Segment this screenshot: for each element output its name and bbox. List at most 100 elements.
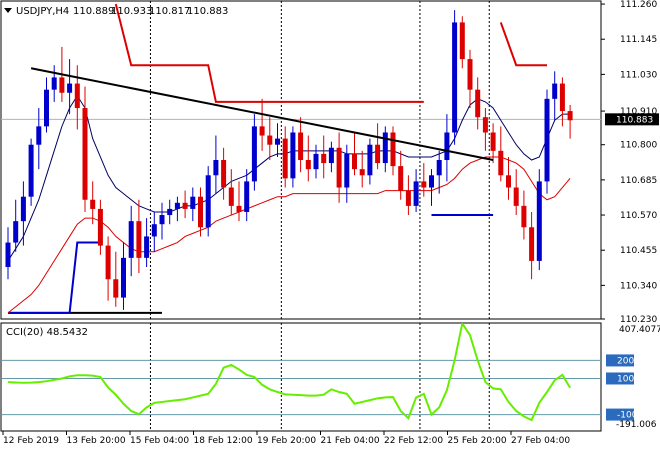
candle <box>236 181 242 222</box>
x-tick-label: 15 Feb 04:00 <box>130 436 189 446</box>
candle-body <box>452 22 458 133</box>
candle-body <box>121 257 126 298</box>
candle <box>290 126 296 188</box>
candle <box>67 59 73 115</box>
close-value: 110.883 <box>187 6 228 17</box>
candle-body <box>367 144 373 176</box>
candle <box>328 141 334 173</box>
candle-body <box>413 181 419 206</box>
collapse-triangle-icon[interactable] <box>4 8 12 13</box>
candle-body <box>513 187 519 206</box>
candle <box>251 114 257 191</box>
candle-body <box>128 221 134 258</box>
candle-body <box>67 83 73 93</box>
candle <box>159 202 165 240</box>
candle-body <box>459 22 465 60</box>
candle <box>44 77 49 133</box>
candle-body <box>444 132 450 160</box>
candle <box>513 169 519 216</box>
candle <box>405 175 411 216</box>
y-tick-label: 110.340 <box>620 281 657 291</box>
candle-body <box>213 160 219 176</box>
candle <box>475 77 481 130</box>
candle-body <box>506 175 511 188</box>
candle-body <box>82 108 88 200</box>
candle-body <box>20 196 26 222</box>
candle-body <box>336 147 342 188</box>
x-tick-label: 12 Feb 2019 <box>3 436 59 446</box>
y-tick-label: 111.030 <box>620 70 657 80</box>
x-tick-label: 21 Feb 04:00 <box>321 436 380 446</box>
y-tick-label: 110.685 <box>620 176 657 186</box>
candle <box>151 211 157 252</box>
candle <box>552 71 558 121</box>
candle <box>244 169 250 222</box>
candle <box>544 89 550 194</box>
x-tick-label: 18 Feb 12:00 <box>194 436 253 446</box>
candle <box>298 117 304 173</box>
candle-body <box>482 117 488 133</box>
candle-body <box>144 236 150 258</box>
candle <box>20 181 26 246</box>
candle-body <box>205 175 211 228</box>
candle <box>321 135 327 179</box>
candle-body <box>436 160 442 176</box>
candle <box>105 236 111 301</box>
y-tick-label: 110.230 <box>620 315 657 325</box>
candle-body <box>521 205 527 228</box>
candle-body <box>282 138 288 179</box>
candle-body <box>28 144 34 197</box>
trendline <box>30 67 494 161</box>
candle <box>506 156 511 200</box>
candle-body <box>105 245 111 280</box>
cci-level-label: -100 <box>617 411 638 421</box>
candle-body <box>321 153 327 164</box>
current-price-label: 110.883 <box>616 115 653 125</box>
candle <box>452 10 458 145</box>
candle-body <box>352 153 357 170</box>
candle-body <box>74 83 80 109</box>
candle <box>398 150 404 200</box>
candle-body <box>44 89 49 127</box>
cci-level-box <box>606 408 634 421</box>
candle <box>352 132 357 176</box>
x-tick-label: 19 Feb 20:00 <box>257 436 316 446</box>
candle-body <box>429 175 434 188</box>
candle <box>267 117 273 160</box>
y-tick-label: 110.570 <box>620 211 657 221</box>
candle <box>174 196 180 222</box>
candle <box>36 108 42 170</box>
candle-body <box>174 202 180 209</box>
candle <box>51 65 57 102</box>
candle-body <box>298 132 304 160</box>
candle-body <box>236 205 242 212</box>
candle <box>444 114 450 182</box>
candle-body <box>328 147 334 164</box>
candle <box>559 77 565 127</box>
candle <box>275 123 280 157</box>
symbol-label: USDJPY,H4 <box>16 6 69 17</box>
x-tick-label: 25 Feb 20:00 <box>448 436 507 446</box>
y-tick-label: 111.260 <box>620 0 657 10</box>
candle <box>136 199 142 274</box>
candle-body <box>567 111 573 121</box>
candle <box>390 126 396 176</box>
x-tick-label: 27 Feb 04:00 <box>511 436 570 446</box>
y-tick-label: 111.145 <box>620 35 657 45</box>
candle <box>113 251 119 307</box>
open-value: 110.889 <box>73 6 114 17</box>
candle-body <box>421 181 427 188</box>
candle-body <box>544 98 550 182</box>
cci-level-label: 100 <box>617 374 634 384</box>
cci-line <box>7 323 571 422</box>
candle <box>344 144 350 203</box>
candle <box>198 187 203 237</box>
candle-body <box>559 83 565 112</box>
x-tick-label: 13 Feb 20:00 <box>67 436 126 446</box>
y-tick-label: 110.455 <box>620 246 657 256</box>
candle <box>167 199 173 225</box>
candle-body <box>267 135 273 145</box>
candle-body <box>190 196 196 209</box>
candle <box>529 211 535 280</box>
